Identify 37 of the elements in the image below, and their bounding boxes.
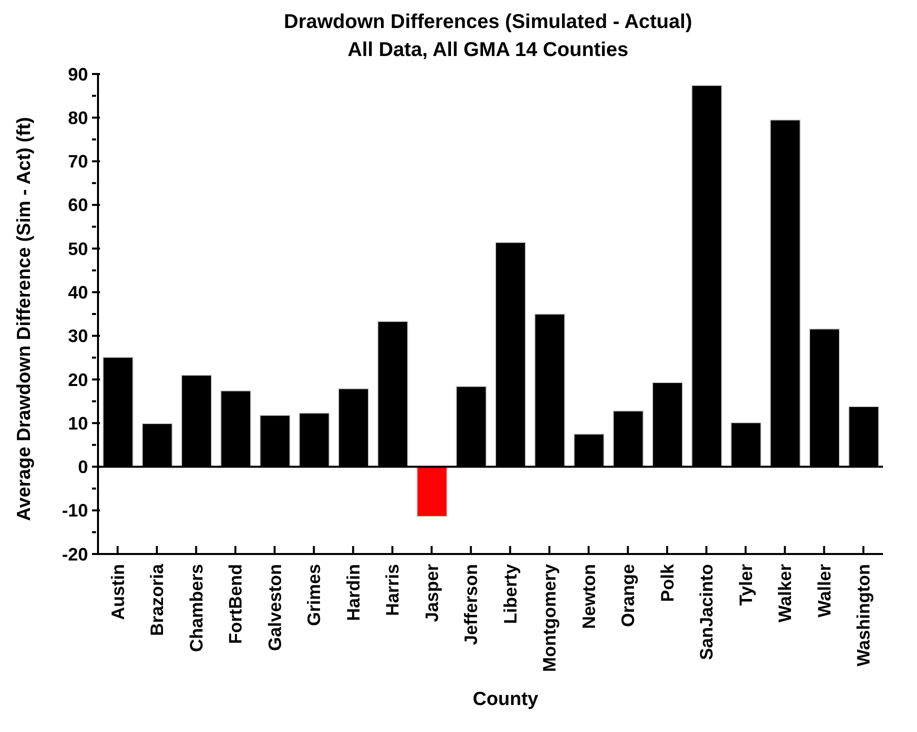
y-tick-label: 50 [68,238,88,259]
x-tick-label: Montgomery [540,564,560,672]
y-tick-label: 30 [68,326,88,346]
x-tick-label: Jasper [422,564,442,622]
y-tick-label: -20 [62,544,88,564]
y-tick-label: 0 [78,457,88,478]
x-tick-label: Grimes [304,564,324,626]
x-axis-title: County [472,689,540,711]
y-axis-title: Average Drawdown Difference (Sim - Act) (ft) [14,117,36,521]
y-tick-label: 80 [68,108,88,128]
x-tick-label: Liberty [500,564,520,624]
x-tick-label: Tyler [736,564,756,606]
chart-subtitle: All Data, All GMA 14 Counties [346,38,630,63]
x-tick-label: Austin [108,564,128,620]
x-tick-label: Harris [382,564,403,616]
x-tick-label: Galveston [264,564,285,652]
x-tick-label: Waller [814,564,834,618]
y-tick-label: 60 [68,195,88,216]
y-tick-label: 40 [68,282,88,302]
x-tick-label: Hardin [343,564,364,622]
y-tick-label: -10 [62,500,88,521]
y-tick-label: 10 [68,413,88,434]
x-tick-label: Chambers [186,564,206,652]
x-tick-label: Washington [854,564,874,666]
bar [416,466,448,517]
x-tick-label: Brazoria [147,563,168,636]
x-tick-label: Walker [775,564,796,622]
x-tick-label: Polk [657,563,678,602]
x-tick-label: Orange [618,564,638,628]
chart-title: Drawdown Differences (Simulated - Actual) [282,10,694,35]
x-tick-label: Newton [578,564,599,629]
x-tick-label: SanJacinto [696,564,717,660]
y-tick-label: 90 [68,64,88,84]
y-tick-label: 70 [68,152,88,172]
y-tick-label: 20 [68,370,88,390]
x-tick-label: Jefferson [461,564,482,646]
x-tick-label: FortBend [226,564,246,644]
